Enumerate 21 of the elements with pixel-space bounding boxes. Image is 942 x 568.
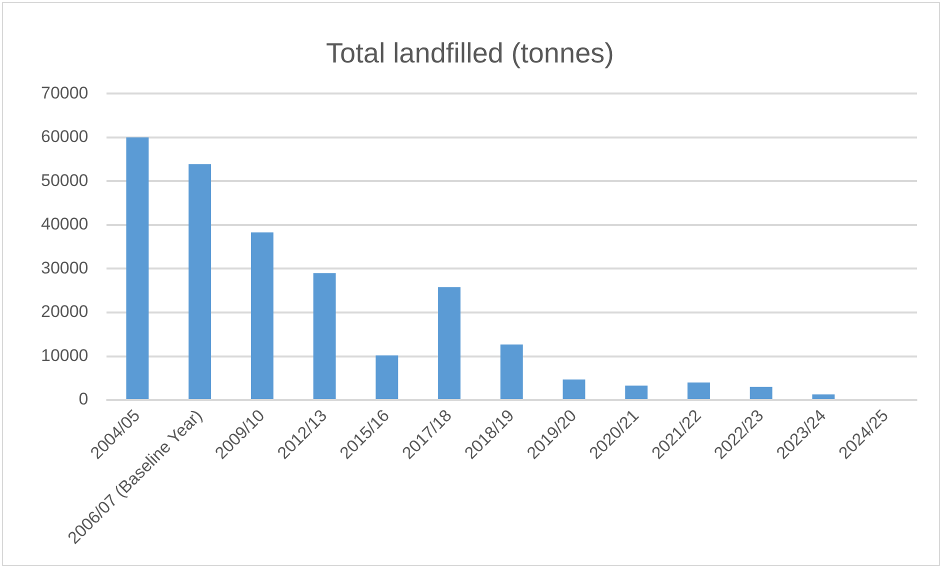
bar [250, 232, 274, 400]
bar [750, 386, 772, 400]
bar [688, 382, 710, 400]
bar [313, 273, 336, 400]
y-tick-label: 70000 [40, 83, 88, 102]
bar [500, 344, 523, 400]
bar [812, 394, 835, 400]
y-tick-label: 20000 [40, 302, 88, 322]
bar [188, 164, 212, 400]
bar [625, 386, 648, 400]
bar [438, 287, 460, 400]
chart-title: Total landfilled (tonnes) [326, 38, 614, 69]
bar [376, 355, 398, 400]
y-tick-label: 0 [78, 390, 88, 409]
y-tick-label: 10000 [40, 346, 88, 365]
y-tick-label: 40000 [40, 214, 88, 234]
bar [126, 137, 149, 400]
y-tick-label: 60000 [40, 127, 88, 146]
bar [562, 379, 586, 400]
y-tick-label: 30000 [40, 258, 88, 278]
y-tick-label: 50000 [40, 170, 88, 190]
